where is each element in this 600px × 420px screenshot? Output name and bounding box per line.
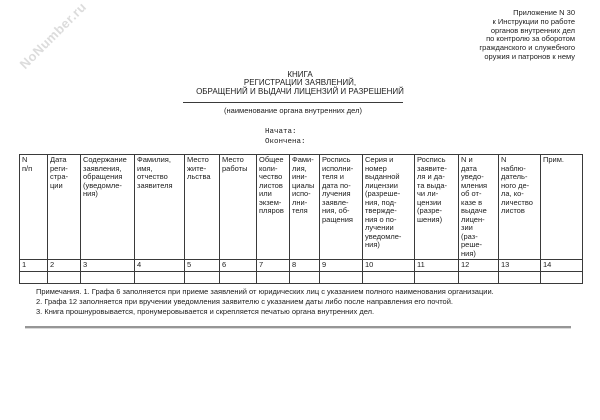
col-number: 4: [134, 259, 185, 272]
appendix-reference: Приложение N 30 к Инструкции по работе о…: [479, 8, 575, 61]
col-header: Роспись заявите- ля и да- та выда- чи ли…: [414, 154, 459, 260]
notes-block: Примечания. 1. Графа 6 заполняется при п…: [36, 287, 586, 317]
empty-cell: [134, 271, 185, 284]
col-header: Фами- лия, ини- циалы испо- лни- теля: [289, 154, 320, 260]
empty-cell: [19, 271, 48, 284]
org-name-caption: (наименование органа внутренних дел): [224, 106, 362, 115]
col-number: 8: [289, 259, 320, 272]
empty-cell: [80, 271, 135, 284]
col-header: Место жите- льства: [184, 154, 220, 260]
empty-cell: [256, 271, 290, 284]
org-name-underline: [183, 102, 403, 103]
col-number: 2: [47, 259, 81, 272]
col-number: 3: [80, 259, 135, 272]
note-line: Примечания. 1. Графа 6 заполняется при п…: [36, 287, 494, 296]
empty-cell: [414, 271, 459, 284]
col-header: N наблю- датель- ного де- ла, ко- личест…: [498, 154, 541, 260]
col-number: 6: [219, 259, 257, 272]
table-empty-row: [19, 271, 583, 284]
empty-cell: [47, 271, 81, 284]
col-header: Роспись исполни- теля и дата по- лучения…: [319, 154, 363, 260]
col-header: Общее коли- чество листов или экзем- пля…: [256, 154, 290, 260]
book-started-label: Начата:: [265, 128, 297, 136]
table-header-row: N п/п Дата реги- стра- ции Содержание за…: [19, 154, 583, 260]
empty-cell: [184, 271, 220, 284]
note-line: 2. Графа 12 заполняется при вручении уве…: [36, 297, 454, 306]
col-number: 12: [458, 259, 499, 272]
col-number: 9: [319, 259, 363, 272]
col-header: Фамилия, имя, отчество заявителя: [134, 154, 185, 260]
col-number: 11: [414, 259, 459, 272]
col-header: Дата реги- стра- ции: [47, 154, 81, 260]
col-header: N и дата уведо- мления об от- казе в выд…: [458, 154, 499, 260]
empty-cell: [540, 271, 583, 284]
document-title: КНИГА РЕГИСТРАЦИИ ЗАЯВЛЕНИЙ, ОБРАЩЕНИЙ И…: [196, 70, 404, 96]
col-header: Прим.: [540, 154, 583, 260]
book-finished-label: Окончена:: [265, 138, 306, 146]
col-header: N п/п: [19, 154, 48, 260]
bottom-divider: [25, 326, 571, 329]
note-line: 3. Книга прошнуровывается, пронумеровыва…: [36, 307, 375, 316]
empty-cell: [498, 271, 541, 284]
col-number: 14: [540, 259, 583, 272]
col-header: Место работы: [219, 154, 257, 260]
empty-cell: [362, 271, 415, 284]
col-number: 1: [19, 259, 48, 272]
col-number: 13: [498, 259, 541, 272]
col-number: 10: [362, 259, 415, 272]
empty-cell: [219, 271, 257, 284]
table-number-row: 1 2 3 4 5 6 7 8 9 10 11 12 13 14: [19, 259, 583, 272]
empty-cell: [319, 271, 363, 284]
registration-table: N п/п Дата реги- стра- ции Содержание за…: [19, 154, 583, 284]
col-header: Серия и номер выданной лицензии (разреше…: [362, 154, 415, 260]
empty-cell: [289, 271, 320, 284]
col-header: Содержание заявления, обращения (уведомл…: [80, 154, 135, 260]
col-number: 5: [184, 259, 220, 272]
empty-cell: [458, 271, 499, 284]
col-number: 7: [256, 259, 290, 272]
